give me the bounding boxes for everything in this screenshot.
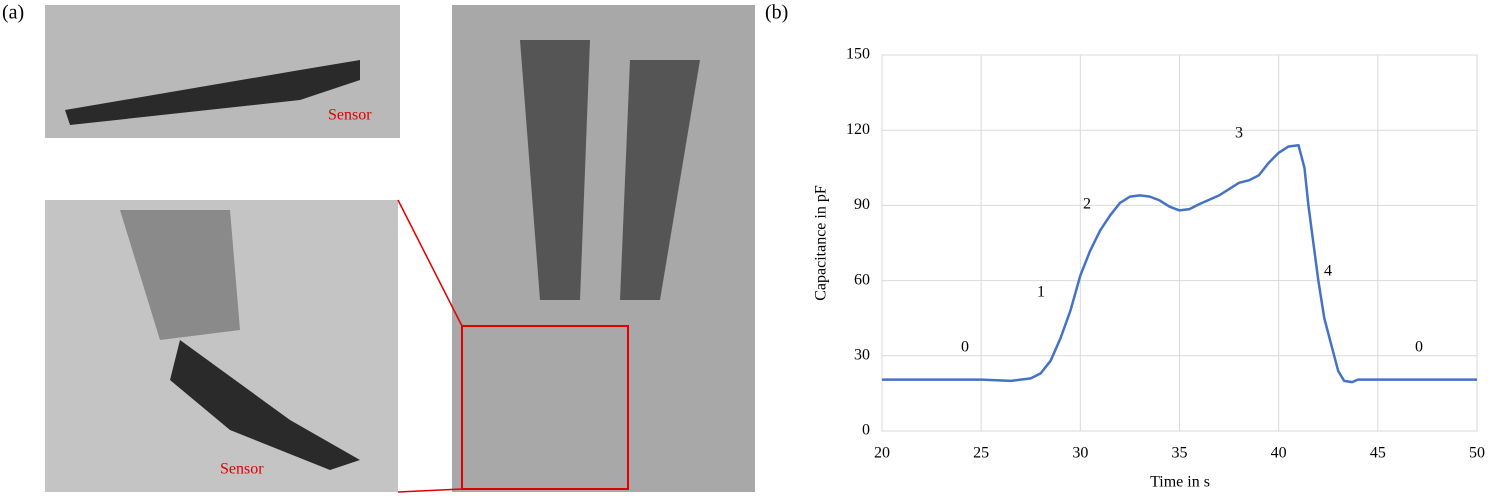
x-tick-label: 40 — [1271, 445, 1287, 462]
x-tick-label: 30 — [1072, 445, 1088, 462]
sensor-label: Sensor — [220, 461, 264, 478]
phase-label: 0 — [961, 339, 969, 356]
y-axis-title: Capacitance in pF — [813, 185, 830, 301]
x-tick-label: 45 — [1370, 445, 1386, 462]
y-tick-label: 90 — [854, 196, 870, 213]
phase-label: 1 — [1037, 284, 1045, 301]
phase-label: 4 — [1324, 263, 1332, 280]
x-tick-label: 35 — [1172, 445, 1188, 462]
data-line — [882, 143, 1477, 384]
zoom-box — [461, 325, 629, 490]
zoom-line — [397, 199, 463, 327]
foot-shape — [170, 340, 360, 470]
plot-frame — [881, 54, 1478, 432]
foot-shape — [65, 60, 360, 125]
panel-label: (b) — [765, 2, 788, 24]
y-tick-label: 60 — [854, 271, 870, 288]
y-tick-label: 120 — [846, 121, 870, 138]
x-tick-label: 20 — [874, 445, 890, 462]
phase-label: 2 — [1083, 196, 1091, 213]
y-tick-label: 150 — [846, 46, 870, 63]
joint-shape — [120, 210, 240, 340]
panel-label: (a) — [2, 2, 24, 24]
x-tick-label: 25 — [973, 445, 989, 462]
photo-robot — [452, 5, 755, 492]
phase-label: 0 — [1415, 339, 1423, 356]
y-tick-label: 30 — [854, 346, 870, 363]
phase-label: 3 — [1235, 125, 1243, 142]
x-axis-title: Time in s — [1150, 474, 1210, 491]
sensor-label: Sensor — [328, 107, 372, 124]
x-tick-label: 50 — [1469, 445, 1485, 462]
y-tick-label: 0 — [862, 422, 870, 439]
leg-shape — [520, 40, 700, 300]
zoom-line — [397, 488, 463, 493]
